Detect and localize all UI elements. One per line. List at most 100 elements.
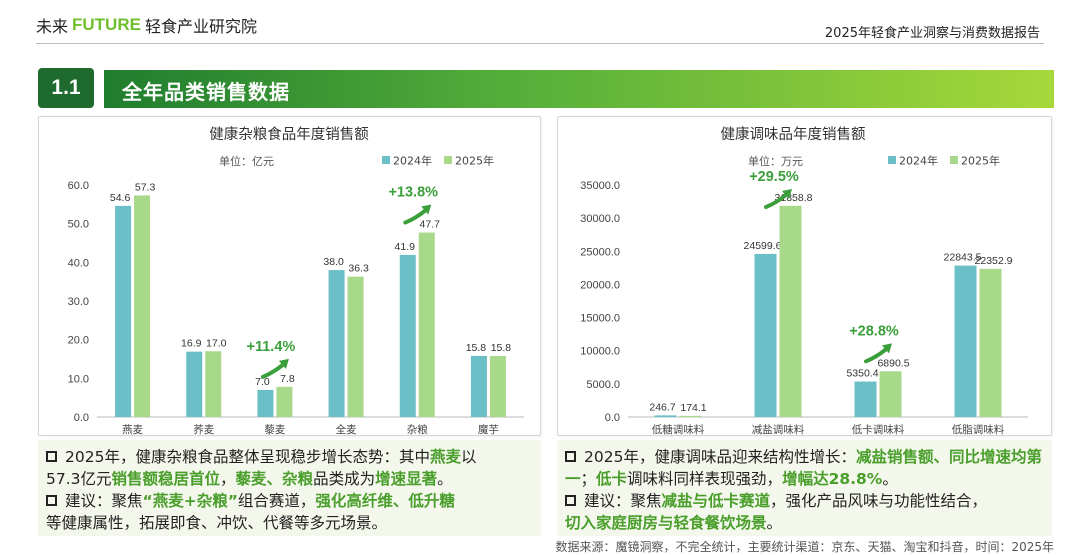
growth-arrow-icon: [864, 347, 888, 364]
note-text: 品类成为: [313, 470, 376, 488]
bar: [186, 351, 203, 417]
bar: [654, 415, 677, 417]
note-highlight: 藜麦、杂粮: [235, 470, 314, 488]
note-highlight: 低卡: [596, 470, 628, 488]
bar: [418, 232, 435, 417]
legend-swatch: [382, 156, 390, 164]
data-label: 47.7: [420, 219, 441, 231]
bar: [257, 389, 274, 417]
note-text: 。: [437, 470, 453, 488]
x-tick-label: 低糖调味料: [652, 423, 705, 436]
growth-arrow-icon: [403, 208, 428, 225]
y-tick-label: 25000.0: [580, 246, 620, 258]
bar: [979, 268, 1002, 417]
logo-en-text: FUTURE: [72, 15, 141, 34]
x-tick-label: 低卡调味料: [852, 423, 905, 436]
bar: [754, 253, 777, 417]
note-text: ，: [220, 470, 236, 488]
note-text: ；: [580, 470, 597, 488]
bar: [779, 205, 802, 417]
growth-arrow-icon: [764, 193, 788, 209]
y-tick-label: 20000.0: [580, 279, 620, 291]
bar: [489, 355, 506, 417]
data-label: 22843.5: [944, 252, 982, 264]
x-tick-label: 杂粮: [407, 423, 428, 436]
brand-logo: 未来 FUTURE 轻食产业研究院: [36, 10, 257, 40]
section-number: 1.1: [38, 68, 94, 108]
note-highlight: 减盐与低卡赛道: [661, 492, 771, 510]
checkbox-bullet-icon: [565, 451, 576, 462]
logo-org-text: 轻食产业研究院: [144, 17, 257, 36]
data-label: 38.0: [323, 256, 344, 268]
growth-arrow-head-icon: [782, 189, 792, 199]
checkbox-bullet-icon: [565, 495, 576, 506]
bar: [399, 254, 416, 417]
seasoning-note-suggestion: 建议：聚焦减盐与低卡赛道，强化产品风味与功能性结合， 切入家庭厨房与轻食餐饮场景…: [565, 490, 1046, 534]
bar: [679, 415, 702, 417]
y-tick-label: 10.0: [68, 373, 89, 385]
note-highlight: 强化高纤维、低升糖: [315, 492, 455, 510]
section-title: 全年品类销售数据: [122, 80, 290, 104]
note-text: 建议：聚焦: [584, 492, 662, 510]
checkbox-bullet-icon: [46, 495, 57, 506]
chart-title: 健康杂粮食品年度销售额: [209, 126, 369, 143]
y-tick-label: 35000.0: [580, 180, 620, 192]
y-tick-label: 15000.0: [580, 313, 620, 325]
x-tick-label: 魔芋: [478, 423, 499, 436]
y-tick-label: 40.0: [68, 257, 89, 269]
bar: [879, 371, 902, 417]
note-highlight: “燕麦+杂粮”: [142, 492, 238, 510]
note-text: 57.3亿元: [46, 470, 112, 488]
x-tick-label: 减盐调味料: [752, 423, 805, 436]
data-label: 36.3: [348, 263, 369, 275]
bar: [954, 265, 977, 417]
x-tick-label: 荞麦: [193, 424, 214, 436]
y-tick-label: 5000.0: [586, 379, 620, 391]
data-label: 24599.6: [744, 240, 782, 252]
chart-title: 健康调味品年度销售额: [721, 126, 866, 143]
note-text: 以: [460, 448, 477, 466]
bar: [276, 386, 293, 417]
data-label: 174.1: [680, 402, 706, 414]
x-tick-label: 低脂调味料: [952, 423, 1005, 436]
note-highlight: 增幅达28.8%: [782, 470, 883, 488]
logo-cn-text: 未来: [36, 17, 69, 36]
legend-label: 2024年: [393, 154, 432, 168]
note-text: 组合赛道，: [237, 492, 316, 510]
legend-label: 2024年: [899, 154, 938, 168]
data-label: 22352.9: [975, 255, 1013, 267]
x-tick-label: 全麦: [336, 423, 357, 436]
chart-unit-label: 单位：亿元: [219, 154, 274, 168]
note-highlight: 减盐销售额、同比增速均第一: [565, 448, 1042, 488]
bar: [205, 351, 222, 417]
grain-note-finding: 2025年，健康杂粮食品整体呈现稳步增长态势：其中燕麦以 57.3亿元销售额稳居…: [46, 446, 535, 490]
x-tick-label: 燕麦: [122, 424, 143, 436]
data-label: 7.0: [255, 376, 270, 388]
legend-label: 2025年: [961, 154, 1000, 168]
legend-swatch: [888, 156, 896, 164]
report-title: 2025年轻食产业洞察与消费数据报告: [824, 26, 1040, 41]
y-tick-label: 0.0: [74, 412, 89, 424]
legend-label: 2025年: [455, 154, 494, 168]
bar: [347, 276, 364, 417]
bar: [854, 381, 877, 417]
data-label: 57.3: [135, 181, 156, 193]
data-label: 54.6: [110, 192, 131, 204]
seasoning-chart-panel: 健康调味品年度销售额 单位：万元 2024年 2025年 0.0 5000.0 10000.…: [557, 116, 1052, 436]
note-text: 建议：聚焦: [65, 492, 143, 510]
growth-arrow-head-icon: [882, 343, 892, 354]
data-label: 6890.5: [877, 357, 909, 369]
legend-swatch: [950, 156, 958, 164]
bar: [470, 355, 487, 417]
grain-note-suggestion: 建议：聚焦“燕麦+杂粮”组合赛道，强化高纤维、低升糖 等健康属性，拓展即食、冲饮…: [46, 490, 535, 534]
growth-annotation: +13.8%: [388, 185, 438, 201]
bar: [134, 195, 151, 417]
growth-annotation: +28.8%: [849, 323, 899, 339]
note-text: 。: [766, 514, 783, 532]
y-tick-label: 30.0: [68, 296, 89, 308]
note-text: 2025年，健康杂粮食品整体呈现稳步增长态势：其中: [65, 448, 430, 466]
legend-swatch: [444, 156, 452, 164]
note-text: 等健康属性，拓展即食、冲饮、代餐等多元场景。: [46, 514, 388, 532]
